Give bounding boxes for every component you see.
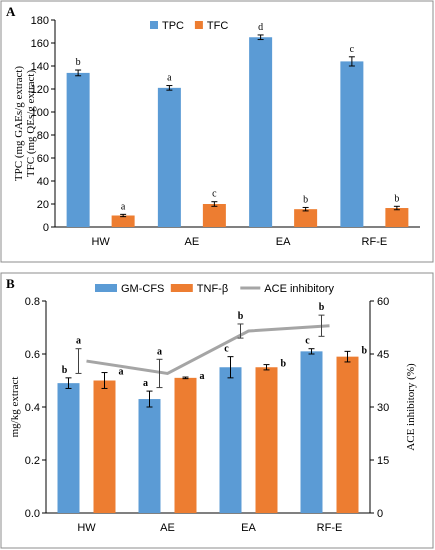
significance-letter: c — [350, 44, 355, 55]
significance-letter: a — [121, 201, 126, 212]
significance-letter: b — [362, 345, 368, 356]
y-axis-label: mg/kg extract — [9, 377, 21, 438]
bar-gm-cfs — [300, 351, 323, 513]
significance-letter: b — [76, 57, 81, 68]
y-tick-label: 0.2 — [25, 455, 40, 467]
y-tick-label: 140 — [31, 61, 49, 73]
bar-tfc — [385, 208, 409, 227]
y-tick-label: 100 — [31, 107, 49, 119]
y-axis-label: TPC (mg GAEs/g extract) — [13, 66, 25, 182]
significance-letter: b — [281, 359, 287, 370]
significance-letter: a — [143, 378, 148, 389]
bar-tpc — [66, 72, 90, 228]
bar-tpc — [157, 87, 181, 227]
significance-letter: a — [119, 367, 124, 378]
bar-tnf-β — [255, 367, 278, 513]
legend-swatch — [170, 284, 193, 292]
x-tick-label: RF-E — [317, 522, 343, 534]
significance-letter: a — [200, 371, 205, 382]
ace-significance-letter: b — [238, 311, 244, 322]
significance-letter: b — [394, 193, 399, 204]
significance-letter: c — [224, 344, 229, 355]
bar-tfc — [202, 204, 226, 227]
x-tick-label: HW — [77, 522, 96, 534]
y-tick-label: 0.4 — [25, 402, 40, 414]
bar-tpc — [249, 37, 273, 227]
bar-tnf-β — [93, 380, 116, 513]
ace-significance-letter: a — [157, 346, 162, 357]
y-tick-label: 160 — [31, 38, 49, 50]
x-tick-label: AE — [185, 236, 200, 248]
bar-tpc — [340, 61, 364, 228]
panel-label: A — [6, 4, 16, 19]
legend-label: TFC — [207, 20, 228, 32]
y-axis-label: TFC (mg QEs/g extract) — [25, 70, 37, 178]
bar-gm-cfs — [219, 367, 242, 513]
panel-label: B — [6, 276, 15, 291]
y2-tick-label: 60 — [377, 296, 389, 308]
legend-label: ACE inhibitory — [264, 283, 334, 295]
y-tick-label: 0.0 — [25, 508, 40, 520]
y-tick-label: 0.6 — [25, 349, 40, 361]
y-tick-label: 0.8 — [25, 296, 40, 308]
y-tick-label: 0 — [43, 222, 49, 234]
y-tick-label: 180 — [31, 15, 49, 27]
significance-letter: d — [258, 22, 263, 33]
legend-swatch — [150, 21, 158, 29]
significance-letter: b — [303, 194, 308, 205]
y2-tick-label: 15 — [377, 455, 389, 467]
bar-tfc — [111, 215, 135, 227]
ace-inhibitory-line — [86, 324, 330, 375]
y2-tick-label: 30 — [377, 402, 389, 414]
legend-label: GM-CFS — [121, 283, 164, 295]
x-tick-label: AE — [160, 522, 175, 534]
bar-gm-cfs — [57, 383, 80, 513]
bar-tnf-β — [336, 356, 359, 513]
significance-letter: a — [167, 73, 172, 84]
ace-significance-letter: a — [76, 336, 81, 347]
legend-label: TPC — [162, 20, 184, 32]
y-tick-label: 120 — [31, 84, 49, 96]
x-tick-label: EA — [241, 522, 256, 534]
legend-swatch — [95, 284, 117, 292]
y2-axis-label: ACE inhibitory (%) — [405, 363, 417, 451]
y-tick-label: 20 — [37, 199, 49, 211]
bar-tnf-β — [174, 377, 197, 513]
y2-tick-label: 45 — [377, 349, 389, 361]
significance-letter: c — [305, 336, 310, 347]
x-tick-label: EA — [276, 236, 291, 248]
panel-a-chart: A 0 20 40 60 80 100 120 140 160 180 TPC (mg GAEs/g … — [0, 0, 434, 263]
y2-tick-label: 0 — [377, 508, 383, 520]
bar-tfc — [294, 209, 318, 227]
y-tick-label: 80 — [37, 130, 49, 142]
x-tick-label: RF-E — [362, 236, 388, 248]
significance-letter: b — [62, 365, 68, 376]
significance-letter: c — [212, 189, 217, 200]
bar-gm-cfs — [138, 399, 161, 513]
ace-significance-letter: b — [319, 302, 325, 313]
panel-b-chart: B 0.0 0.2 0.4 0.6 0.8 mg/kg extract 0 15 30 45 60 AC… — [0, 272, 434, 549]
legend-label: TNF-β — [197, 283, 228, 295]
legend-swatch — [194, 21, 203, 29]
y-tick-label: 60 — [37, 153, 49, 165]
y-tick-label: 40 — [37, 176, 49, 188]
x-tick-label: HW — [91, 236, 110, 248]
